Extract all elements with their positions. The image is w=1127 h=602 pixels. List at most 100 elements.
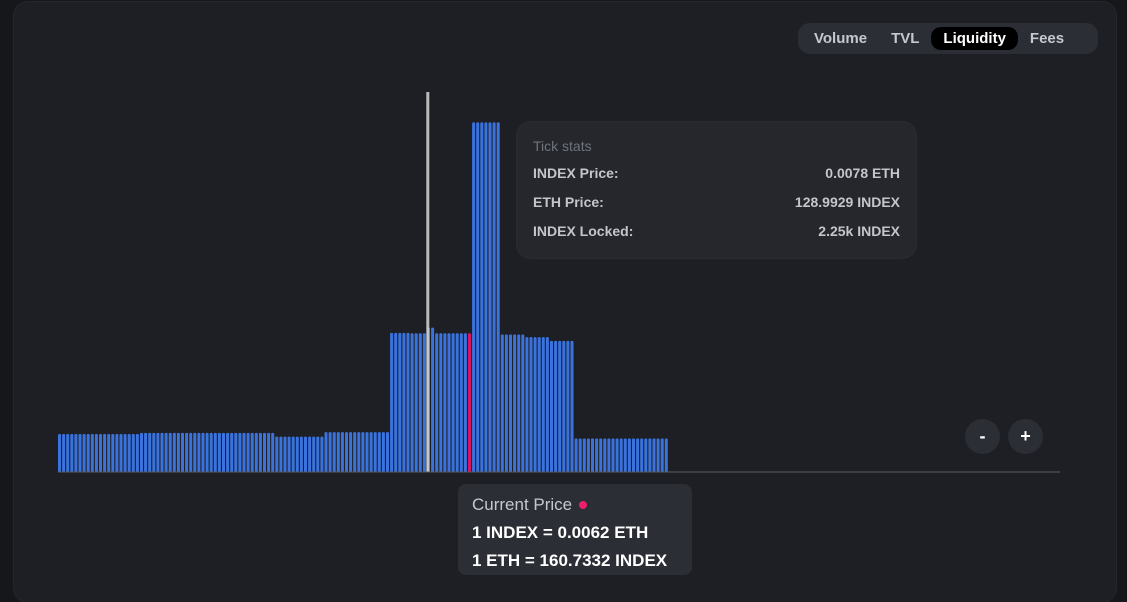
liquidity-bar[interactable] (394, 332, 398, 472)
liquidity-bar[interactable] (197, 432, 201, 472)
liquidity-bar[interactable] (570, 340, 574, 472)
liquidity-bar[interactable] (111, 434, 115, 472)
liquidity-bar[interactable] (353, 432, 357, 472)
liquidity-bar[interactable] (640, 438, 644, 472)
liquidity-bar[interactable] (386, 432, 389, 472)
liquidity-bar[interactable] (320, 436, 324, 472)
current-price-bar[interactable] (468, 333, 471, 472)
liquidity-bar[interactable] (275, 436, 279, 472)
liquidity-bar[interactable] (291, 436, 295, 472)
zoom-out-button[interactable]: - (965, 419, 1000, 454)
liquidity-bar[interactable] (70, 434, 74, 472)
liquidity-bar[interactable] (451, 333, 455, 472)
liquidity-bar[interactable] (238, 432, 242, 472)
liquidity-bar[interactable] (304, 436, 307, 472)
liquidity-bar[interactable] (422, 333, 426, 472)
liquidity-bar[interactable] (525, 337, 529, 472)
liquidity-bar[interactable] (336, 432, 340, 472)
liquidity-bar[interactable] (271, 432, 275, 472)
liquidity-bar[interactable] (234, 432, 238, 472)
liquidity-bar[interactable] (381, 432, 385, 472)
liquidity-bar[interactable] (611, 438, 615, 472)
liquidity-bar[interactable] (390, 332, 394, 472)
liquidity-bar[interactable] (181, 432, 184, 472)
liquidity-bar[interactable] (308, 436, 312, 472)
liquidity-bar[interactable] (537, 337, 541, 472)
liquidity-bar[interactable] (615, 438, 619, 472)
liquidity-bar[interactable] (627, 438, 631, 472)
liquidity-bar[interactable] (521, 334, 525, 472)
liquidity-bar[interactable] (246, 432, 250, 472)
liquidity-bar[interactable] (623, 438, 627, 472)
liquidity-bar[interactable] (599, 438, 603, 472)
liquidity-bar[interactable] (591, 438, 594, 472)
liquidity-bar[interactable] (160, 432, 164, 472)
liquidity-bar[interactable] (164, 432, 168, 472)
liquidity-chart[interactable] (0, 0, 1127, 587)
liquidity-bar[interactable] (58, 434, 61, 472)
liquidity-bar[interactable] (455, 333, 459, 472)
liquidity-bar[interactable] (656, 438, 660, 472)
liquidity-bar[interactable] (131, 434, 135, 472)
liquidity-bar[interactable] (648, 438, 652, 472)
liquidity-bar[interactable] (660, 438, 664, 472)
liquidity-bar[interactable] (299, 436, 303, 472)
liquidity-bar[interactable] (66, 434, 70, 472)
liquidity-bar[interactable] (357, 432, 361, 472)
liquidity-bar[interactable] (463, 333, 467, 472)
liquidity-bar[interactable] (279, 436, 283, 472)
liquidity-bar[interactable] (365, 432, 369, 472)
liquidity-bar[interactable] (595, 438, 599, 472)
liquidity-bar[interactable] (82, 434, 86, 472)
liquidity-bar[interactable] (316, 436, 320, 472)
liquidity-bar[interactable] (328, 432, 332, 472)
liquidity-bar[interactable] (90, 434, 94, 472)
liquidity-bar[interactable] (144, 432, 148, 472)
liquidity-bar[interactable] (517, 334, 521, 472)
liquidity-bar[interactable] (242, 432, 246, 472)
liquidity-bar[interactable] (578, 438, 582, 472)
liquidity-bar[interactable] (369, 432, 373, 472)
liquidity-bar[interactable] (431, 327, 435, 472)
liquidity-bar[interactable] (258, 432, 262, 472)
liquidity-bar[interactable] (254, 432, 258, 472)
liquidity-bar[interactable] (345, 432, 348, 472)
liquidity-bar[interactable] (632, 438, 635, 472)
liquidity-bar[interactable] (168, 432, 172, 472)
liquidity-bar[interactable] (295, 436, 299, 472)
liquidity-bar[interactable] (410, 333, 414, 472)
liquidity-bar[interactable] (377, 432, 381, 472)
liquidity-bar[interactable] (74, 434, 78, 472)
liquidity-bar[interactable] (176, 432, 180, 472)
liquidity-bar[interactable] (205, 432, 209, 472)
liquidity-bar[interactable] (402, 332, 406, 472)
liquidity-bar[interactable] (324, 432, 328, 472)
liquidity-bar[interactable] (193, 432, 197, 472)
liquidity-bar[interactable] (217, 432, 221, 472)
liquidity-bar[interactable] (459, 333, 463, 472)
liquidity-bar[interactable] (287, 436, 291, 472)
liquidity-bar[interactable] (566, 340, 570, 472)
liquidity-bar[interactable] (414, 333, 418, 472)
liquidity-bar[interactable] (509, 334, 512, 472)
liquidity-bar[interactable] (582, 438, 586, 472)
liquidity-bar[interactable] (644, 438, 648, 472)
liquidity-bar[interactable] (447, 333, 451, 472)
liquidity-bar[interactable] (603, 438, 607, 472)
liquidity-bar[interactable] (443, 333, 447, 472)
liquidity-bar[interactable] (115, 434, 119, 472)
liquidity-bar[interactable] (513, 334, 517, 472)
liquidity-bar[interactable] (172, 432, 176, 472)
liquidity-bar[interactable] (267, 432, 271, 472)
liquidity-bar[interactable] (230, 432, 234, 472)
liquidity-bar[interactable] (574, 438, 578, 472)
liquidity-bar[interactable] (185, 432, 189, 472)
liquidity-bar[interactable] (148, 432, 152, 472)
liquidity-bar[interactable] (550, 340, 553, 472)
liquidity-bar[interactable] (127, 434, 131, 472)
liquidity-bar[interactable] (373, 432, 377, 472)
liquidity-bar[interactable] (263, 432, 266, 472)
liquidity-bar[interactable] (480, 122, 484, 473)
liquidity-bar[interactable] (78, 434, 82, 472)
liquidity-bar[interactable] (349, 432, 353, 472)
